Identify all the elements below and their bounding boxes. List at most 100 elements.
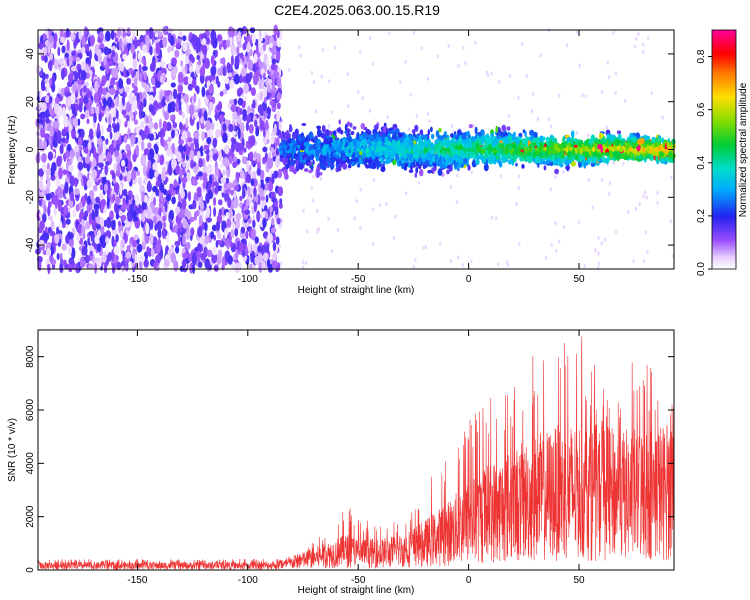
spectrogram-cell	[185, 154, 189, 161]
spectrogram-cell	[242, 108, 247, 118]
spectrogram-cell	[455, 200, 459, 205]
spectrogram-cell	[470, 259, 473, 264]
spectrogram-cell	[183, 93, 189, 103]
spectrogram-cell	[96, 243, 102, 253]
spectrogram-cell	[233, 73, 240, 85]
spectrogram-cell	[97, 37, 103, 44]
spectrogram-cell	[276, 92, 282, 100]
spectrogram-cell	[139, 254, 146, 263]
spectrogram-cell	[216, 254, 222, 266]
spectrogram-cell	[638, 202, 641, 207]
spectrogram-cell	[211, 224, 217, 232]
spectrogram-cell	[241, 66, 247, 79]
spectrogram-cell	[584, 94, 587, 99]
spectrogram-cell	[371, 242, 375, 247]
spectrogram-cell	[199, 237, 203, 245]
spectrogram-cell	[242, 115, 248, 121]
spectrogram-cell	[92, 253, 95, 265]
spectrogram-cell	[245, 230, 249, 240]
spectrogram-cell	[254, 236, 259, 244]
spectrogram-cell	[138, 176, 142, 186]
spectrogram-cell	[237, 127, 241, 140]
spectrogram-cell	[66, 39, 70, 52]
spectrogram-cell	[222, 39, 228, 50]
spectrogram-cell	[671, 253, 674, 258]
spectrogram-cell	[244, 245, 248, 257]
spectrogram-cell	[206, 163, 213, 175]
spectrogram-cell	[139, 101, 144, 112]
spectrogram-cell	[125, 221, 131, 228]
spectrogram-cell	[228, 72, 233, 78]
spectrogram-cell	[146, 246, 150, 254]
spectrogram-cell	[170, 252, 176, 264]
spectrogram-cell	[111, 262, 116, 274]
spectrogram-cell	[312, 174, 315, 179]
spectrogram-cell	[205, 120, 211, 132]
spectrogram-cell	[191, 254, 197, 266]
spectrogram-cell	[187, 83, 193, 91]
spectrogram-cell	[152, 215, 157, 224]
spectrogram-cell	[135, 144, 140, 156]
spectrogram-cell	[230, 44, 237, 56]
spectrogram-cell	[645, 195, 648, 200]
spectrogram-cell	[161, 138, 165, 148]
spectrogram-cell	[562, 136, 566, 143]
spectrogram-cell	[136, 243, 143, 253]
spectrogram-cell	[128, 193, 132, 201]
spectrogram-cell	[132, 199, 136, 206]
spectrogram-cell	[149, 62, 156, 72]
spectrogram-cell	[119, 230, 124, 239]
spectrogram-cell	[262, 146, 268, 153]
spectrogram-cell	[218, 199, 223, 206]
spectrogram-cell	[507, 159, 513, 165]
spectrogram-cell	[266, 243, 270, 254]
spectrogram-cell	[554, 221, 557, 226]
spectrogram-cell	[270, 135, 275, 145]
spectrogram-cell	[111, 49, 116, 58]
spectrogram-cell	[93, 92, 99, 104]
spectrogram-cell	[202, 180, 207, 190]
spectrogram-cell	[635, 36, 638, 41]
spectrogram-cell	[109, 87, 116, 96]
spectrogram-cell	[81, 61, 86, 71]
spectrogram-cell	[115, 109, 119, 120]
spectrogram-cell	[206, 129, 213, 138]
spectrogram-cell	[70, 66, 77, 72]
spectrogram-cell	[106, 189, 111, 196]
spectrogram-cell	[255, 128, 260, 137]
spectrogram-cell	[86, 163, 91, 173]
spectrogram-cell	[327, 216, 330, 221]
spectrogram-cell	[608, 75, 611, 80]
spectrogram-cell	[470, 170, 474, 175]
spectrogram-cell	[276, 42, 282, 48]
spectrogram-cell	[49, 61, 53, 72]
spectrogram-cell	[112, 193, 116, 202]
spectrogram-cell	[142, 44, 148, 53]
spectrogram-cell	[216, 229, 221, 240]
spectrogram-cell	[243, 83, 250, 94]
spectrogram-cell	[181, 153, 186, 160]
spectrogram-cell	[230, 228, 235, 239]
spectrogram-cell	[201, 86, 206, 98]
spectrogram-cell	[209, 156, 213, 162]
spectrogram-cell	[69, 191, 75, 202]
spectrogram-cell	[258, 38, 262, 50]
spectrogram-cell	[144, 125, 150, 136]
spectrogram-cell	[279, 149, 283, 156]
spectrogram-cell	[350, 130, 355, 136]
spectrogram-cell	[153, 100, 159, 111]
spectrogram-cell	[439, 241, 442, 246]
spectrogram-cell	[114, 37, 119, 43]
spectrogram-cell	[276, 77, 281, 87]
spectrogram-cell	[59, 262, 64, 274]
spectrogram-cell	[270, 63, 277, 71]
spectrogram-cell	[642, 194, 645, 199]
spectrogram-cell	[353, 216, 356, 221]
spectrogram-cell	[196, 121, 200, 131]
spectrogram-cell	[268, 180, 274, 192]
spectrogram-cell	[605, 125, 609, 130]
spectrogram-cell	[177, 212, 184, 218]
spectrogram-cell	[48, 35, 54, 44]
spectrogram-cell	[230, 55, 234, 66]
spectrogram-cell	[50, 230, 56, 237]
